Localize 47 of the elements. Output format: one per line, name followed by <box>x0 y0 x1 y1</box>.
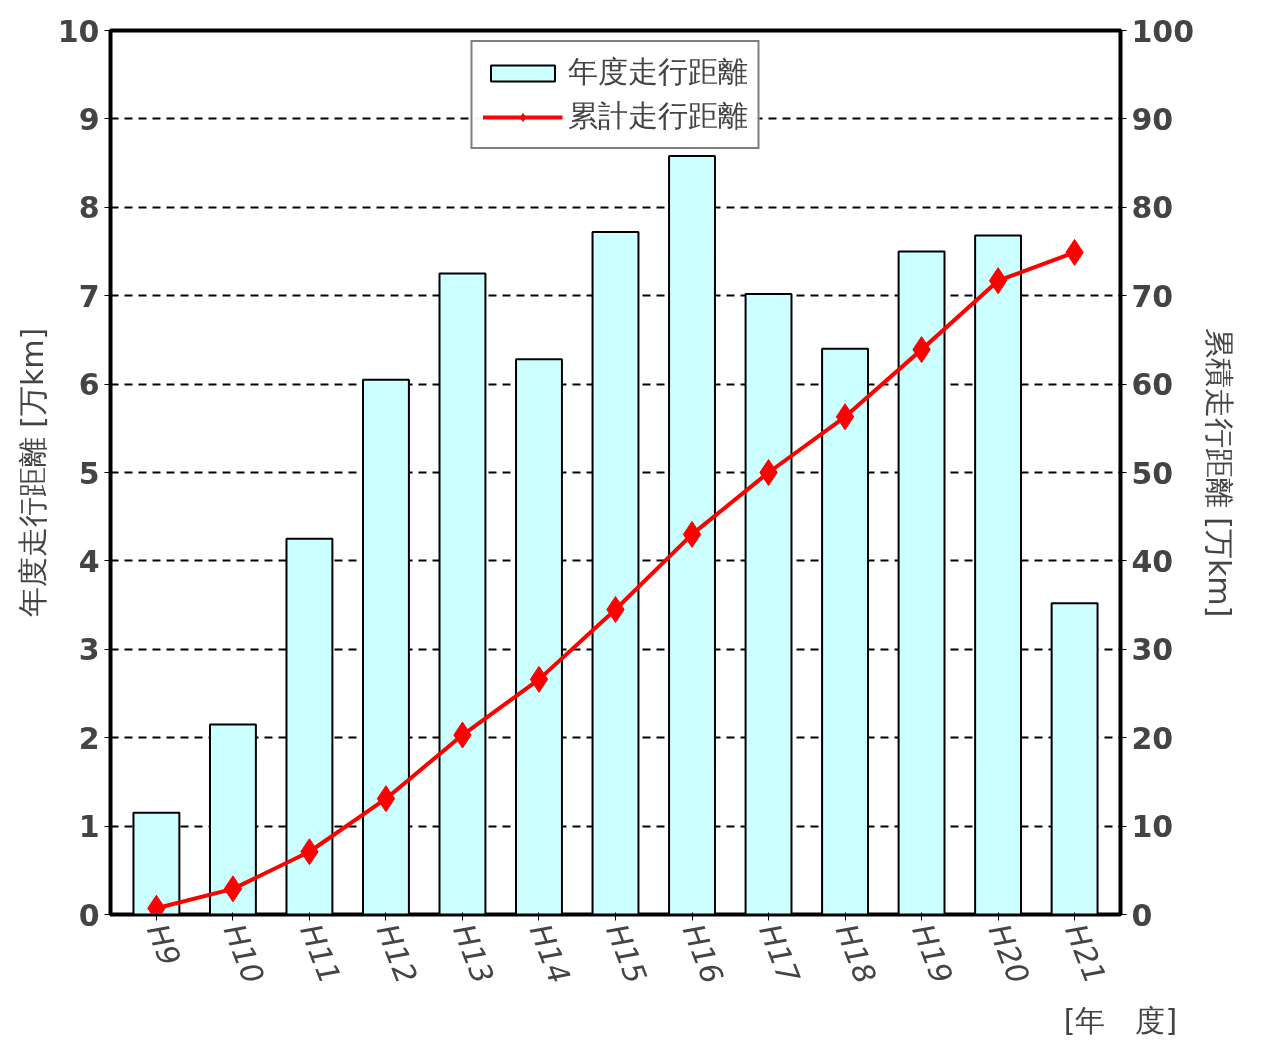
y2-tick-label: 10 <box>1131 809 1174 845</box>
y-tick-label: 8 <box>78 190 100 226</box>
y-tick-label: 3 <box>78 632 100 668</box>
y-tick-label: 9 <box>78 101 100 137</box>
point <box>223 875 243 903</box>
x-tick-label: H13 <box>446 919 501 989</box>
y2-axis-title: 累積走行距離 [万km] <box>1202 327 1238 618</box>
point <box>988 267 1008 295</box>
y-tick-label: 10 <box>57 13 100 49</box>
x-tick-label: H18 <box>828 919 884 989</box>
y2-tick-label: 30 <box>1131 632 1174 668</box>
point <box>682 520 702 548</box>
x-tick-label: H19 <box>905 919 960 989</box>
point <box>835 403 855 431</box>
y2-tick-label: 90 <box>1131 101 1174 137</box>
point <box>376 785 396 813</box>
y2-tick-label: 70 <box>1131 278 1174 314</box>
y-tick-label: 1 <box>78 809 100 845</box>
y2-tick-label: 100 <box>1131 13 1195 49</box>
point <box>759 459 778 486</box>
y-tick-label: 7 <box>78 278 100 314</box>
y-axis-title: 年度走行距離 [万km] <box>14 327 50 618</box>
y2-tick-label: 80 <box>1131 190 1174 226</box>
y2-tick-label: 50 <box>1131 455 1174 491</box>
y-tick-label: 0 <box>78 897 100 933</box>
x-tick-label: H9 <box>140 919 188 971</box>
x-tick-label: H20 <box>981 919 1037 989</box>
x-tick-label: H12 <box>369 919 425 989</box>
x-tick-label: H11 <box>293 919 348 989</box>
legend-label: 累計走行距離 <box>567 97 748 135</box>
x-axis-title: [年 度] <box>1063 1002 1178 1038</box>
x-tick-label: H21 <box>1058 919 1113 989</box>
x-tick-label: H16 <box>675 919 731 989</box>
y-tick-label: 4 <box>78 543 100 579</box>
y2-tick-label: 60 <box>1131 367 1174 403</box>
x-tick-label: H14 <box>522 919 578 989</box>
y2-tick-label: 20 <box>1131 720 1174 756</box>
x-tick-label: H10 <box>216 919 272 989</box>
x-tick-label: H15 <box>599 919 654 989</box>
x-tick-label: H17 <box>752 919 807 989</box>
y2-tick-label: 40 <box>1131 543 1174 579</box>
y-tick-label: 5 <box>78 455 100 491</box>
y-tick-label: 6 <box>78 367 100 403</box>
point <box>529 665 549 693</box>
y-tick-label: 2 <box>78 720 100 756</box>
y2-tick-label: 0 <box>1131 897 1153 933</box>
legend-label: 年度走行距離 <box>567 53 748 91</box>
